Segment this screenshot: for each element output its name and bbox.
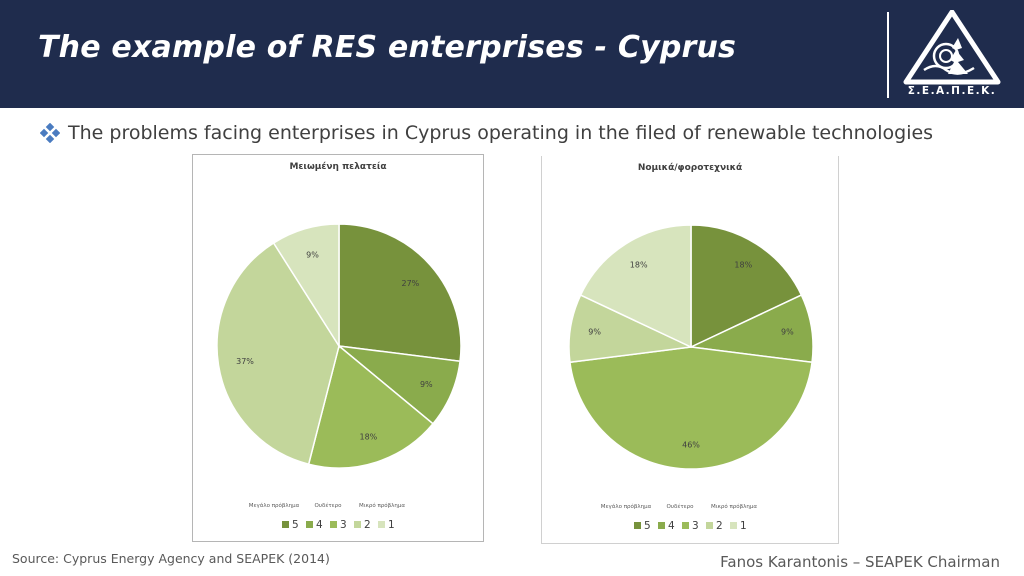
- slice-label: 18%: [734, 261, 752, 270]
- pie-slice-3: [569, 346, 813, 470]
- scale-label: Μικρό πρόβλημα: [711, 503, 757, 510]
- slice-label: 9%: [420, 380, 433, 389]
- legend-swatch-3: [682, 522, 689, 529]
- legend-label: 1: [740, 520, 747, 532]
- scale-label: Ουδέτερο: [315, 502, 343, 509]
- slice-label: 9%: [588, 328, 601, 337]
- slice-label: 9%: [781, 328, 794, 337]
- slice-label: 9%: [306, 251, 319, 260]
- legend-swatch-3: [330, 521, 337, 528]
- legend-label: 5: [292, 519, 299, 531]
- source-note: Source: Cyprus Energy Agency and SEAPEK …: [12, 551, 330, 566]
- legend-label: 3: [692, 520, 699, 532]
- slice-label: 27%: [402, 279, 420, 288]
- pie-slice-1: [579, 224, 692, 349]
- seapek-logo-icon: [903, 10, 1001, 85]
- pie-slice-5: [690, 224, 803, 349]
- legend-label: 2: [364, 519, 371, 531]
- legend-label: 4: [316, 519, 323, 531]
- legend-swatch-5: [634, 522, 641, 529]
- legend-swatch-2: [354, 521, 361, 528]
- slice-label: 18%: [630, 261, 648, 270]
- diamond-bullet-icon: [40, 123, 60, 143]
- bullet-text: The problems facing enterprises in Cypru…: [68, 122, 934, 144]
- chart-panel-right: Νομικά/φοροτεχνικά 18% 9% 46% 9% 18% Μεγάλο πρ…: [541, 156, 839, 544]
- legend-label: 2: [716, 520, 723, 532]
- pie-chart-right: Νομικά/φοροτεχνικά 18% 9% 46% 9% 18% Μεγάλο πρ…: [568, 163, 814, 532]
- header-divider: [887, 12, 889, 98]
- slice-label: 18%: [360, 433, 378, 442]
- pie-slice-1: [272, 223, 340, 349]
- pie-chart-left: Μειωμένη πελατεία 27% 9% 18% 37% 9% Μεγάλο πρό…: [216, 161, 462, 531]
- legend-label: 1: [388, 519, 395, 531]
- author-note: Fanos Karantonis – SEAPEK Chairman: [720, 553, 1000, 571]
- legend-label: 4: [668, 520, 675, 532]
- slide-header: The example of RES enterprises - Cyprus …: [0, 0, 1024, 108]
- scale-label: Ουδέτερο: [667, 503, 695, 510]
- chart-panel-left: Μειωμένη πελατεία 27% 9% 18% 37% 9% Μεγάλο πρό…: [192, 154, 484, 542]
- slide-title: The example of RES enterprises - Cyprus: [38, 30, 737, 65]
- legend-label: 3: [340, 519, 347, 531]
- scale-label: Μεγάλο πρόβλημα: [249, 502, 300, 509]
- pie-slice-5: [338, 223, 462, 363]
- scale-label: Μεγάλο πρόβλημα: [601, 503, 652, 510]
- pie-slice-3: [307, 344, 435, 469]
- legend-swatch-2: [706, 522, 713, 529]
- legend-swatch-4: [658, 522, 665, 529]
- legend-swatch-4: [306, 521, 313, 528]
- slice-label: 37%: [236, 357, 254, 366]
- slice-label: 46%: [682, 441, 700, 450]
- chart-title: Νομικά/φοροτεχνικά: [638, 163, 742, 173]
- legend-swatch-1: [730, 522, 737, 529]
- legend-label: 5: [644, 520, 651, 532]
- scale-label: Μικρό πρόβλημα: [359, 502, 405, 509]
- legend-swatch-5: [282, 521, 289, 528]
- logo-text: Σ.Ε.Α.Π.Ε.Κ.: [907, 85, 997, 97]
- legend-swatch-1: [378, 521, 385, 528]
- chart-title: Μειωμένη πελατεία: [289, 161, 386, 172]
- bullet-item: The problems facing enterprises in Cypru…: [40, 122, 933, 144]
